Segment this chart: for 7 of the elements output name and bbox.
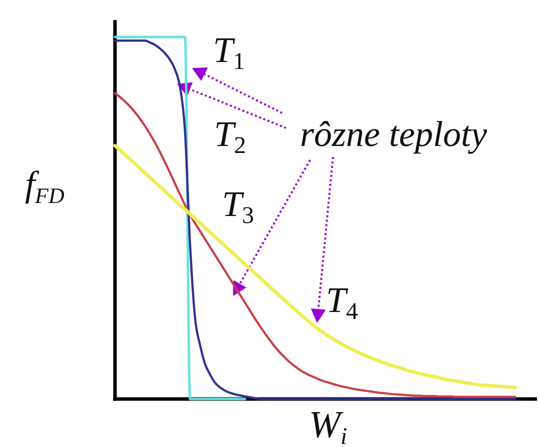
series-label: T$_{1}$ — [213, 30, 246, 76]
series-label: T$_{3}$ — [222, 184, 254, 230]
y-axis-title: f$_{FD}$ — [25, 164, 64, 208]
series-label: T$_{2}$ — [214, 114, 246, 160]
series-label: T$_{4}$ — [326, 280, 358, 326]
x-axis-title: W$_{i}$ — [308, 404, 348, 447]
annotation: rôzne teploty — [300, 114, 487, 154]
